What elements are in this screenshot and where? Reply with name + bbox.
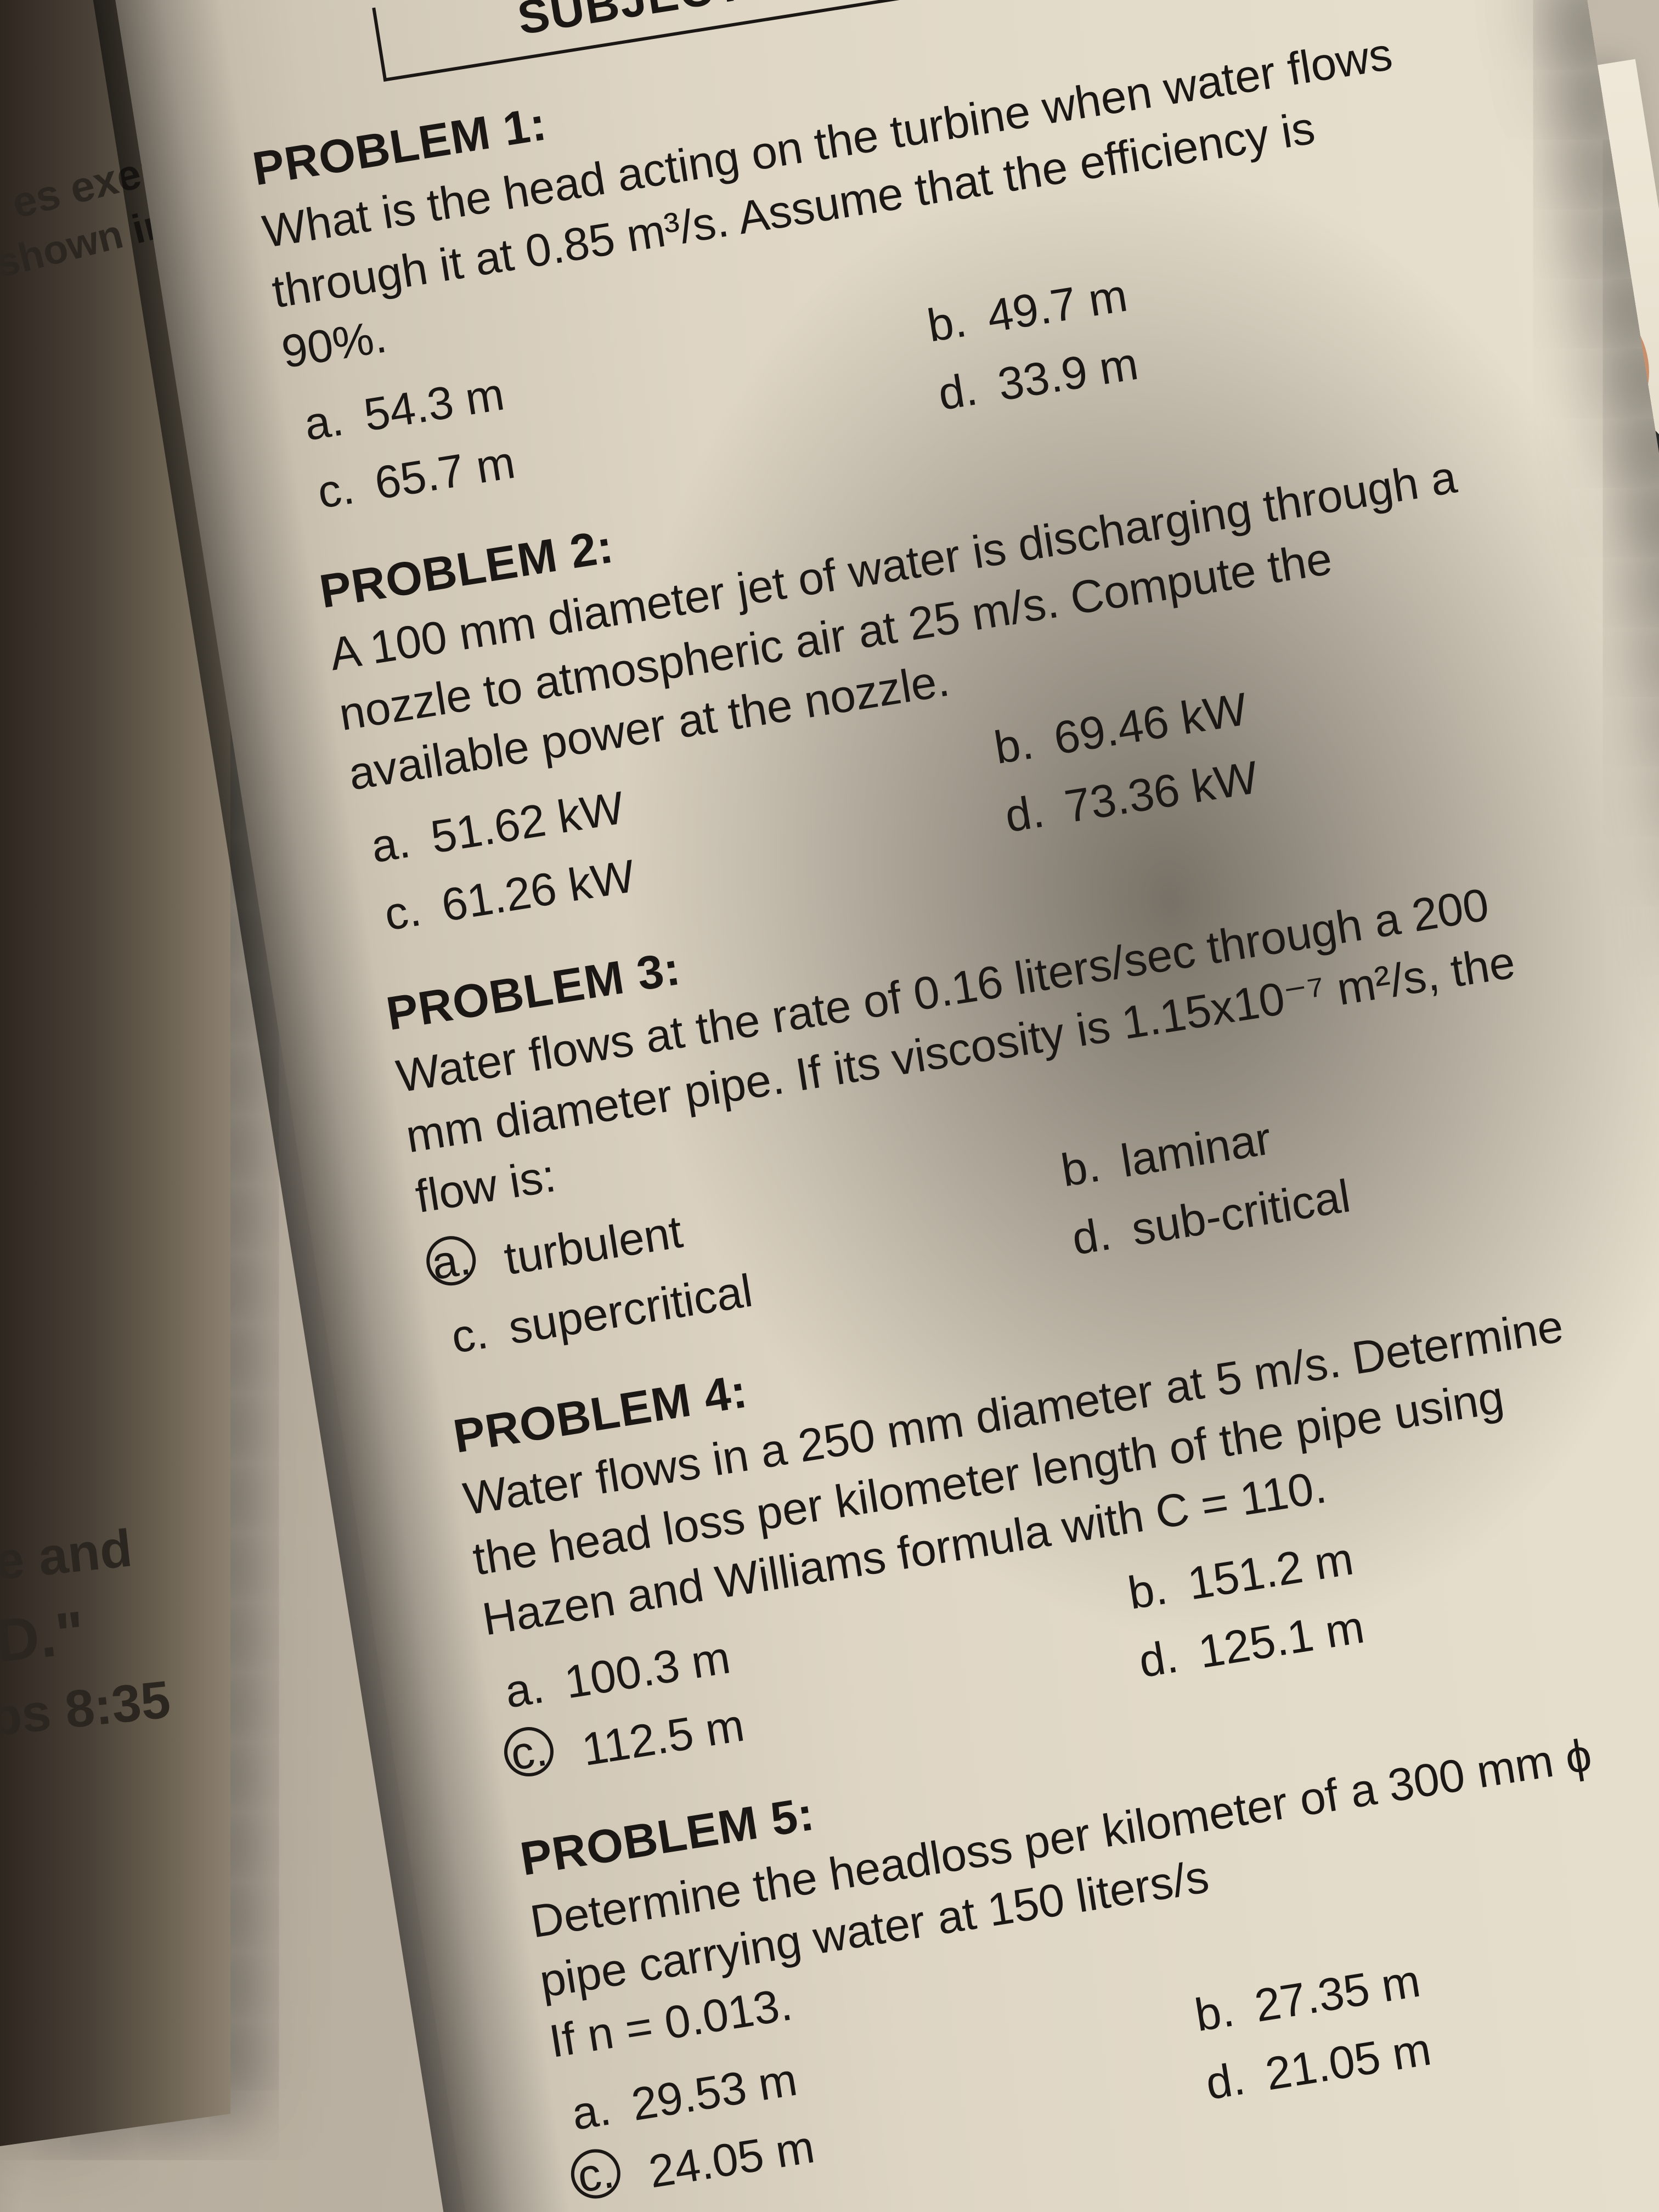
circled-answer-icon: c.	[500, 1723, 557, 1780]
opt-label-b: b.	[1113, 1553, 1172, 1629]
opt-label-b: b.	[912, 286, 972, 362]
opt-label-b: b.	[1180, 1976, 1239, 2052]
opt-label-b: b.	[979, 708, 1039, 785]
circled-answer-icon: c.	[567, 2146, 624, 2202]
opt-label-d: d.	[1123, 1621, 1183, 1697]
opt-label-c: c.	[300, 453, 359, 529]
opt-label-c: c.	[366, 875, 426, 951]
opt-label-b: b.	[1046, 1131, 1105, 1207]
opt-label-c: c.	[433, 1297, 493, 1374]
photo-scene: es exerted shown in e and D." bs 8:35 SU…	[0, 0, 1659, 2212]
opt-label-d: d.	[989, 776, 1049, 853]
page-body: PROBLEM 1: What is the head acting on th…	[243, 0, 1659, 2212]
opt-label-d: d.	[1056, 1199, 1116, 1275]
opt-label-a: a.	[289, 385, 348, 461]
opt-label-d: d.	[1190, 2044, 1250, 2120]
opt-label-a: a.	[356, 807, 415, 883]
textbook-page: SUBJECT CODE: RTH17B …LICS PROBLEM 1: Wh…	[87, 0, 1659, 2212]
left-fragment-4: D."	[0, 1598, 88, 1676]
circled-answer-icon: a.	[423, 1233, 479, 1289]
opt-label-d: d.	[922, 354, 982, 430]
